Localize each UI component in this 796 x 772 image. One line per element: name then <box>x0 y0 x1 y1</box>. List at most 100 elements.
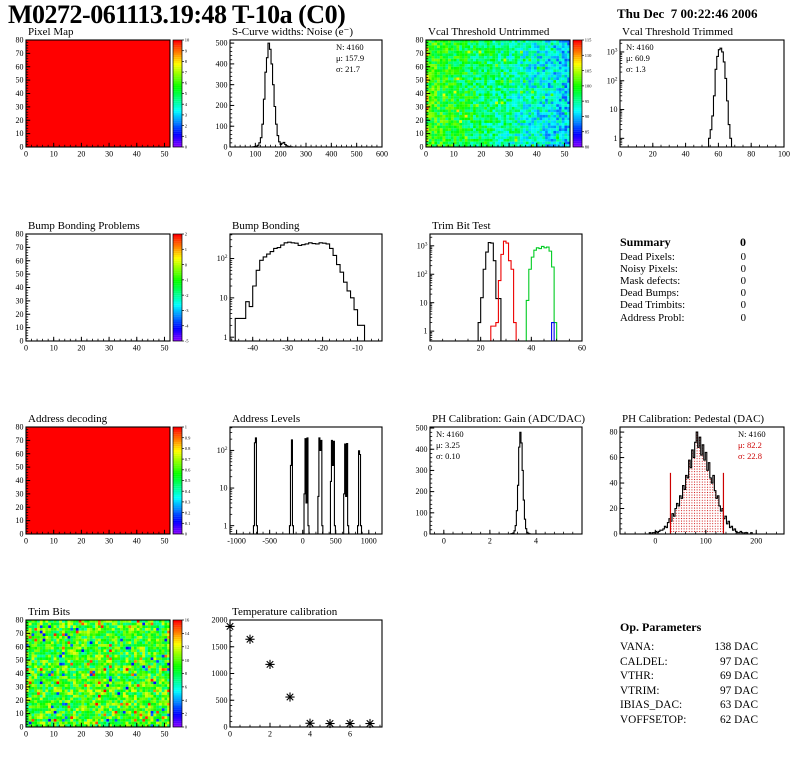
svg-text:0: 0 <box>301 537 305 546</box>
op-parameter-row: VTHR: 69 DAC <box>620 669 758 684</box>
svg-text:30: 30 <box>416 102 424 111</box>
svg-text:100: 100 <box>700 537 712 546</box>
op-parameters-panel: Op. Parameters VANA: 138 DAC CALDEL: 97 DA… <box>620 620 758 727</box>
svg-text:5: 5 <box>185 91 188 96</box>
svg-text:0: 0 <box>185 532 188 537</box>
page-title: M0272-061113.19:48 T-10a (C0) <box>8 0 346 29</box>
svg-text:10: 10 <box>610 105 618 114</box>
op-parameter-value: 63 DAC <box>720 699 758 711</box>
svg-text:40: 40 <box>682 150 690 159</box>
svg-text:N: 4160: N: 4160 <box>436 429 464 439</box>
svg-text:10: 10 <box>220 293 228 302</box>
svg-text:50: 50 <box>16 76 24 85</box>
op-parameter-row: VOFFSETOP: 62 DAC <box>620 713 758 728</box>
op-parameter-value: 69 DAC <box>720 670 758 682</box>
svg-text:90: 90 <box>585 114 590 119</box>
svg-text:60: 60 <box>16 256 24 265</box>
svg-text:80: 80 <box>610 428 618 437</box>
op-parameter-label: VTHR: <box>620 670 654 682</box>
svg-text:-2: -2 <box>185 293 189 298</box>
svg-text:μ: 60.9: μ: 60.9 <box>626 53 650 63</box>
svg-text:50: 50 <box>16 463 24 472</box>
op-parameter-label: VOFFSETOP: <box>620 713 687 726</box>
svg-text:1: 1 <box>224 521 228 530</box>
svg-text:100: 100 <box>216 122 228 131</box>
svg-text:10: 10 <box>420 298 428 307</box>
svg-text:40: 40 <box>133 537 141 546</box>
svg-text:0: 0 <box>228 150 232 159</box>
svg-text:500: 500 <box>216 39 228 48</box>
summary-header: Summary 0 <box>620 236 746 248</box>
svg-text:70: 70 <box>16 49 24 58</box>
summary-row-value: 0 <box>740 299 746 312</box>
svg-text:-40: -40 <box>247 344 258 353</box>
address-decoding-plot: 00.10.20.30.40.50.60.70.80.910 10 20 30 40 50… <box>16 413 192 546</box>
address-levels-plot: -1000 -500 0 500 1000 1 10 102 Address Levels <box>217 413 383 546</box>
op-parameter-row: VTRIM: 97 DAC <box>620 684 758 699</box>
svg-text:1: 1 <box>185 247 187 252</box>
svg-text:1: 1 <box>185 425 187 430</box>
svg-text:110: 110 <box>585 53 592 58</box>
svg-text:0.4: 0.4 <box>185 489 191 494</box>
svg-text:10: 10 <box>16 516 24 525</box>
svg-text:10: 10 <box>50 537 58 546</box>
svg-text:600: 600 <box>376 150 388 159</box>
svg-text:200: 200 <box>275 150 287 159</box>
svg-text:70: 70 <box>16 243 24 252</box>
svg-text:85: 85 <box>585 129 590 134</box>
op-parameter-value: 62 DAC <box>720 713 758 726</box>
svg-text:-10: -10 <box>352 344 363 353</box>
svg-text:400: 400 <box>325 150 337 159</box>
summary-row: Dead Trimbits: 0 <box>620 299 746 311</box>
svg-text:Bump Bonding Problems: Bump Bonding Problems <box>28 220 140 232</box>
svg-text:40: 40 <box>133 150 141 159</box>
svg-text:30: 30 <box>505 150 513 159</box>
svg-text:-5: -5 <box>185 339 189 344</box>
svg-text:0.3: 0.3 <box>185 500 191 505</box>
op-parameter-label: VANA: <box>620 641 655 653</box>
svg-text:0: 0 <box>420 143 424 152</box>
svg-text:0: 0 <box>424 530 428 539</box>
svg-text:2: 2 <box>185 232 187 237</box>
svg-text:9: 9 <box>185 48 188 53</box>
svg-text:σ: 21.7: σ: 21.7 <box>336 64 360 74</box>
svg-text:40: 40 <box>610 479 618 488</box>
svg-text:0: 0 <box>653 537 657 546</box>
summary-row: Dead Pixels: 0 <box>620 251 746 263</box>
svg-text:7: 7 <box>185 70 188 75</box>
svg-text:20: 20 <box>477 150 485 159</box>
summary-row-label: Dead Trimbits: <box>620 299 686 312</box>
op-parameters-title: Op. Parameters <box>620 620 702 634</box>
svg-text:500: 500 <box>330 537 342 546</box>
svg-text:-30: -30 <box>282 344 293 353</box>
trim-bit-test-plot: 0 20 40 60 1 10 102 103 Trim Bit Test <box>417 220 586 353</box>
svg-text:105: 105 <box>585 68 593 73</box>
op-parameter-row: VANA: 138 DAC <box>620 640 758 655</box>
svg-text:0: 0 <box>428 344 432 353</box>
summary-total: 0 <box>740 235 746 249</box>
svg-text:0: 0 <box>24 537 28 546</box>
op-parameter-row: CALDEL: 97 DAC <box>620 655 758 670</box>
svg-text:200: 200 <box>216 101 228 110</box>
svg-text:Pixel Map: Pixel Map <box>28 26 74 38</box>
summary-row-value: 0 <box>740 311 746 324</box>
svg-text:σ: 1.3: σ: 1.3 <box>626 64 646 74</box>
summary-row-label: Address Probl: <box>620 311 685 324</box>
svg-text:30: 30 <box>105 344 113 353</box>
svg-text:60: 60 <box>714 150 722 159</box>
svg-text:-20: -20 <box>317 344 328 353</box>
summary-row: Noisy Pixels: 0 <box>620 263 746 275</box>
svg-text:0: 0 <box>24 150 28 159</box>
svg-text:40: 40 <box>16 89 24 98</box>
svg-text:40: 40 <box>16 283 24 292</box>
svg-text:50: 50 <box>560 150 568 159</box>
op-parameter-value: 138 DAC <box>714 641 758 653</box>
svg-text:103: 103 <box>417 241 428 250</box>
summary-row-value: 0 <box>740 251 746 264</box>
svg-text:40: 40 <box>16 476 24 485</box>
scurve-noise-plot: 0 100 200 300 400 500 600 0 100 200 300 400 500 N: 41… <box>216 26 389 159</box>
